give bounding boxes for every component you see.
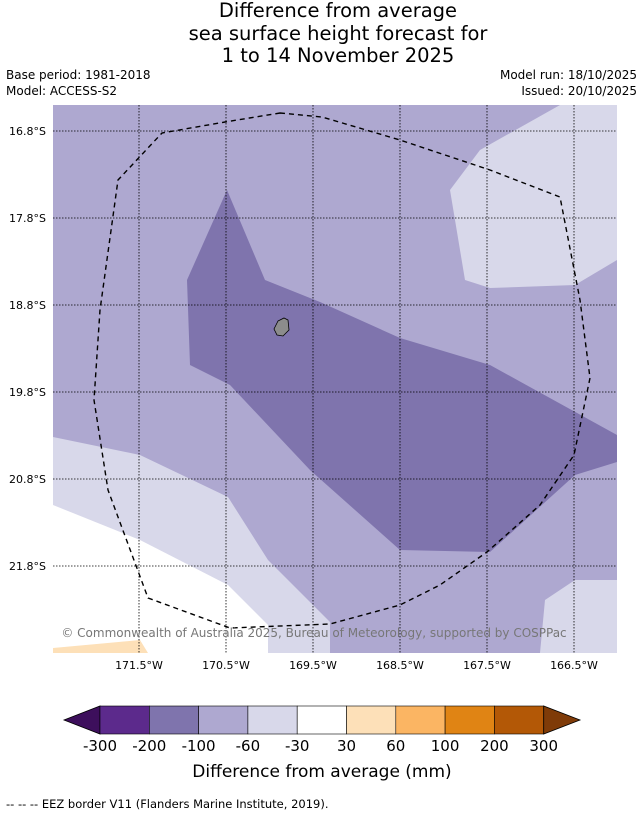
model-run: Model run: 18/10/2025	[499, 68, 637, 82]
model-name: Model: ACCESS-S2	[6, 84, 118, 98]
colorbar-cell	[444, 705, 495, 735]
colorbar-cell	[198, 705, 249, 735]
lat-label-1: 16.8°S	[9, 125, 46, 138]
anomaly-band-neg30-neg60-southeast	[540, 580, 617, 653]
lon-label-6: 166.5°W	[550, 659, 598, 672]
lat-label-4: 19.8°S	[9, 386, 46, 399]
lat-label-2: 17.8°S	[9, 212, 46, 225]
colorbar-svg: -300 -200 -100 -60 -30 30 60 100 200 300	[62, 705, 582, 755]
title-line-2: sea surface height forecast for	[188, 21, 488, 45]
map-area	[53, 105, 617, 653]
colorbar-tick-label: -30	[285, 737, 310, 755]
colorbar-tick-label: 300	[529, 737, 558, 755]
issued-date: Issued: 20/10/2025	[521, 84, 637, 98]
colorbar-tick-label: 100	[431, 737, 460, 755]
colorbar-tick-label: -300	[83, 737, 117, 755]
eez-footnote: -- -- -- EEZ border V11 (Flanders Marine…	[6, 797, 329, 811]
anomaly-band-neg30-neg60-northeast	[450, 105, 617, 288]
colorbar-tick-label: 200	[480, 737, 509, 755]
map-title: Difference from average sea surface heig…	[0, 0, 644, 68]
eez-border	[93, 112, 591, 629]
colorbar-tick-label: 30	[337, 737, 356, 755]
colorbar-extend-low	[62, 705, 101, 735]
lon-label-5: 167.5°W	[463, 659, 511, 672]
meta-right: Model run: 18/10/2025 Issued: 20/10/2025	[500, 67, 637, 99]
colorbar-cell	[296, 705, 347, 735]
colorbar-extend-high	[543, 705, 582, 735]
lon-label-1: 171.5°W	[115, 659, 163, 672]
colorbar-label: Difference from average (mm)	[192, 762, 452, 782]
graticule	[53, 105, 617, 653]
colorbar-cell	[494, 705, 544, 735]
lat-label-6: 21.8°S	[9, 560, 46, 573]
colorbar-cell	[346, 705, 397, 735]
colorbar-cells	[62, 705, 582, 735]
lat-label-5: 20.8°S	[9, 473, 46, 486]
colorbar-tick-label: 60	[386, 737, 405, 755]
title-line-1: Difference from average	[218, 0, 458, 22]
lat-label-3: 18.8°S	[9, 299, 46, 312]
title-line-3: 1 to 14 November 2025	[221, 44, 455, 67]
colorbar-cell	[99, 705, 150, 735]
longitude-labels: 171.5°W 170.5°W 169.5°W 168.5°W 167.5°W …	[115, 659, 598, 672]
anomaly-band-neg100-neg200	[187, 190, 617, 552]
map-panel: © Commonwealth of Australia 2025, Bureau…	[0, 100, 644, 680]
anomaly-band-neutral	[53, 505, 268, 653]
colorbar-cell	[149, 705, 199, 735]
colorbar-cell	[395, 705, 446, 735]
anomaly-band-pos30-pos60	[53, 640, 148, 653]
island-niue	[273, 317, 290, 337]
meta-left: Base period: 1981-2018 Model: ACCESS-S2	[6, 67, 151, 99]
colorbar-ticks: -300 -200 -100 -60 -30 30 60 100 200 300	[83, 737, 558, 755]
colorbar-cell	[247, 705, 298, 735]
base-period: Base period: 1981-2018	[6, 68, 151, 82]
copyright-notice: © Commonwealth of Australia 2025, Bureau…	[61, 626, 566, 640]
colorbar-tick-label: -200	[132, 737, 166, 755]
lon-label-4: 168.5°W	[376, 659, 424, 672]
lon-label-2: 170.5°W	[202, 659, 250, 672]
colorbar-tick-label: -60	[236, 737, 261, 755]
latitude-labels: 16.8°S 17.8°S 18.8°S 19.8°S 20.8°S 21.8°…	[9, 125, 46, 573]
colorbar-tick-label: -100	[182, 737, 216, 755]
colorbar: -300 -200 -100 -60 -30 30 60 100 200 300	[0, 700, 644, 790]
map-svg: © Commonwealth of Australia 2025, Bureau…	[9, 105, 617, 672]
lon-label-3: 169.5°W	[289, 659, 337, 672]
